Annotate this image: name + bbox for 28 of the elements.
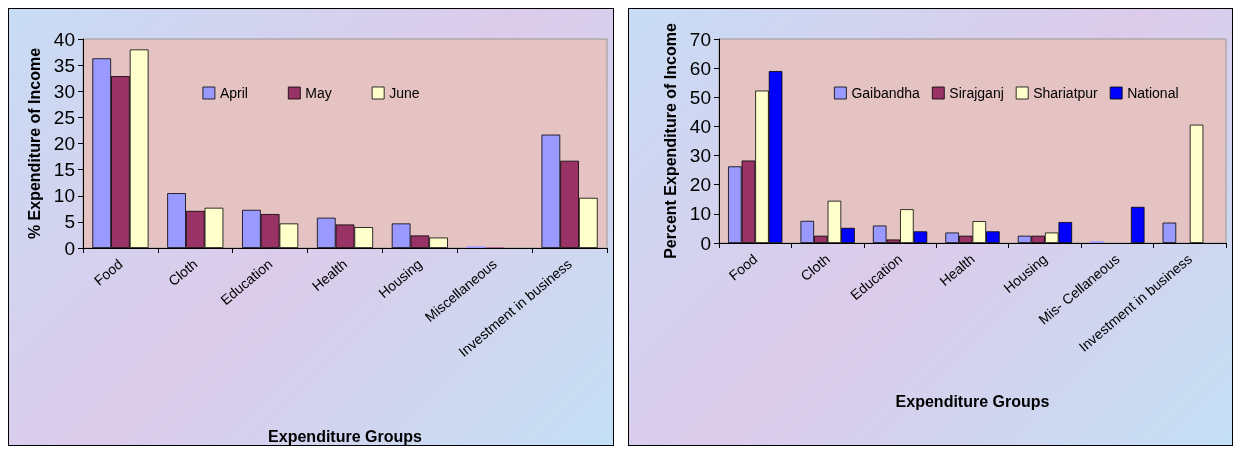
y-tick-label: 10 [689, 203, 711, 225]
x-axis-title: Expenditure Groups [268, 427, 422, 445]
y-tick-label: 40 [689, 115, 711, 137]
y-tick-label: 5 [64, 211, 75, 233]
y-tick-label: 60 [689, 57, 711, 79]
legend-label: June [389, 85, 420, 101]
y-tick-label: 0 [700, 232, 711, 254]
y-tick-label: 15 [53, 159, 75, 181]
y-tick-label: 30 [689, 145, 711, 167]
legend-label: Sirajganj [949, 85, 1004, 101]
y-tick-label: 10 [53, 185, 75, 207]
y-axis-title: % Expenditure of Income [26, 47, 44, 240]
legend-label: National [1127, 85, 1179, 101]
y-tick-label: 0 [64, 237, 75, 259]
y-tick-label: 20 [689, 174, 711, 196]
legend-label: May [305, 85, 332, 101]
y-tick-label: 25 [53, 106, 75, 128]
y-tick-label: 30 [53, 80, 75, 102]
y-tick-label: 40 [53, 28, 75, 50]
x-axis-title: Expenditure Groups [895, 392, 1050, 410]
legend-label: April [219, 85, 248, 101]
y-tick-label: 20 [53, 133, 75, 154]
legend-label: Shariatpur [1033, 85, 1099, 101]
y-tick-label: 35 [53, 54, 75, 76]
y-axis-title: Percent Expenditure of Income [662, 23, 680, 259]
y-tick-label: 50 [689, 86, 711, 108]
legend-label: Gaibandha [851, 85, 921, 101]
y-tick-label: 70 [689, 28, 711, 50]
